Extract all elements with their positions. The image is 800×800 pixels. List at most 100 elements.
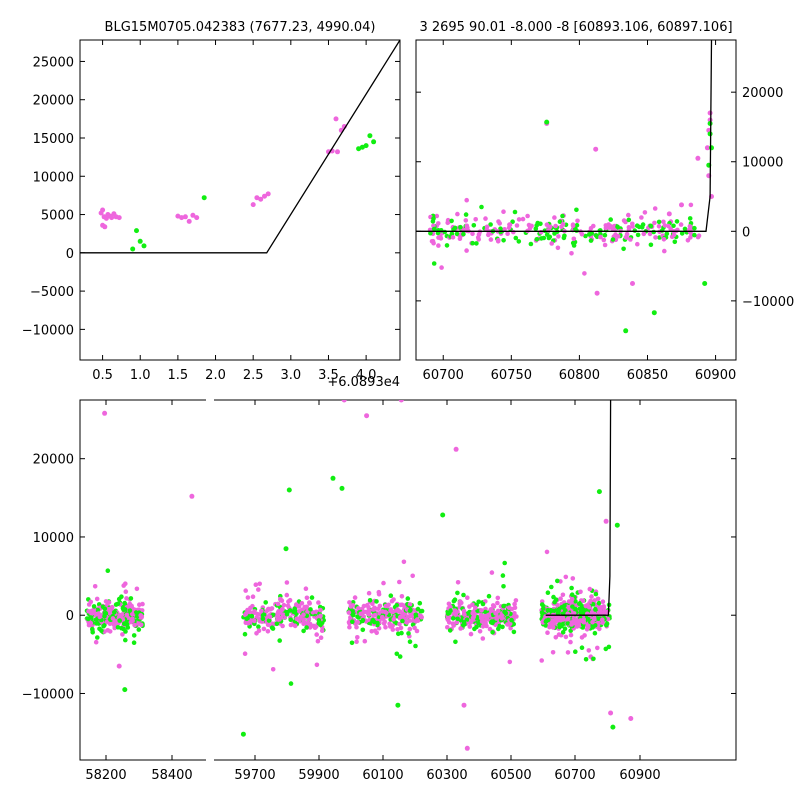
data-point-pink: [514, 614, 519, 619]
data-point-pink: [555, 245, 561, 251]
data-point-green: [130, 246, 136, 252]
data-point-green: [570, 604, 575, 609]
data-point-pink: [376, 589, 382, 595]
data-point-green: [500, 573, 506, 578]
data-point-pink: [556, 234, 561, 239]
data-point-pink: [370, 601, 375, 607]
data-point-pink: [419, 615, 425, 620]
y-tick-label: −10000: [22, 687, 74, 702]
data-point-green: [405, 596, 411, 601]
data-point-green: [651, 229, 656, 235]
data-point-pink: [608, 224, 614, 229]
data-point-pink: [436, 221, 441, 226]
data-point-pink: [301, 617, 307, 622]
data-point-pink: [399, 594, 405, 599]
data-point-pink: [284, 580, 290, 585]
data-point-green: [574, 228, 579, 233]
data-point-pink: [473, 217, 479, 222]
data-point-green: [583, 233, 588, 239]
data-point-pink: [641, 231, 647, 237]
data-point-pink: [361, 609, 367, 615]
data-point-pink: [314, 662, 320, 668]
data-point-pink: [595, 645, 600, 651]
data-point-pink: [123, 589, 129, 594]
data-point-green: [115, 601, 121, 607]
data-point-pink: [628, 237, 633, 242]
data-point-pink: [480, 636, 486, 641]
data-point-pink: [407, 626, 413, 632]
data-point-pink: [464, 745, 470, 751]
data-point-green: [610, 724, 616, 730]
x-tick-label: 60100: [362, 768, 403, 783]
data-point-pink: [381, 580, 386, 586]
x-tick-label: 1.5: [168, 368, 189, 383]
data-point-green: [592, 623, 598, 628]
data-point-pink: [495, 239, 501, 244]
data-point-pink: [473, 605, 478, 610]
data-point-pink: [525, 213, 530, 219]
data-point-pink: [186, 218, 192, 224]
data-point-pink: [647, 231, 653, 237]
data-point-pink: [361, 614, 367, 619]
x-tick-label: 0.5: [92, 368, 113, 383]
data-point-green: [88, 615, 94, 620]
data-point-green: [574, 223, 580, 228]
data-point-pink: [352, 595, 358, 600]
data-point-green: [512, 209, 518, 215]
data-point-pink: [572, 618, 577, 624]
data-point-pink: [656, 224, 662, 229]
data-point-pink: [288, 622, 294, 628]
data-point-pink: [107, 610, 113, 615]
data-point-pink: [128, 619, 134, 625]
data-point-green: [102, 614, 107, 619]
data-point-green: [592, 630, 598, 636]
data-point-pink: [94, 596, 100, 602]
data-point-pink: [652, 206, 658, 211]
data-point-pink: [100, 207, 106, 213]
data-point-green: [571, 243, 577, 248]
data-point-green: [490, 630, 495, 635]
data-point-pink: [354, 624, 359, 630]
data-point-pink: [497, 221, 503, 226]
data-point-green: [125, 625, 131, 630]
data-point-pink: [333, 116, 339, 122]
data-point-pink: [581, 617, 586, 622]
data-point-pink: [628, 716, 634, 721]
data-point-green: [588, 238, 594, 243]
y-tick-label: 20000: [33, 453, 74, 468]
data-point-pink: [372, 606, 377, 611]
data-point-pink: [662, 223, 668, 228]
data-point-green: [501, 603, 506, 609]
panel-title: 3 2695 90.01 -8.000 -8 [60893.106, 60897…: [419, 20, 732, 35]
data-point-pink: [275, 609, 281, 615]
data-point-green: [123, 637, 128, 643]
data-point-green: [458, 224, 463, 230]
x-offset-label: +6.0893e4: [327, 375, 400, 390]
x-tick-label: 2.5: [243, 368, 264, 383]
data-point-pink: [366, 612, 372, 617]
data-point-pink: [467, 604, 472, 609]
data-point-green: [394, 602, 400, 608]
x-tick-label: 59900: [298, 768, 339, 783]
data-point-green: [304, 625, 309, 630]
data-point-green: [350, 612, 356, 618]
data-point-green: [445, 611, 451, 616]
data-point-green: [546, 235, 552, 241]
data-point-green: [286, 487, 292, 493]
data-point-green: [375, 620, 380, 626]
data-point-pink: [579, 231, 585, 237]
data-point-green: [610, 237, 616, 242]
data-point-pink: [280, 623, 285, 629]
data-point-green: [674, 219, 680, 224]
data-point-green: [371, 139, 377, 145]
data-point-green: [574, 207, 579, 213]
data-point-green: [563, 608, 568, 613]
data-point-pink: [512, 601, 517, 607]
data-point-pink: [558, 596, 563, 601]
data-point-pink: [678, 222, 684, 227]
data-point-pink: [596, 606, 602, 611]
data-point-pink: [605, 616, 611, 622]
data-point-pink: [124, 612, 130, 618]
data-point-green: [461, 592, 466, 598]
data-point-green: [201, 195, 207, 201]
